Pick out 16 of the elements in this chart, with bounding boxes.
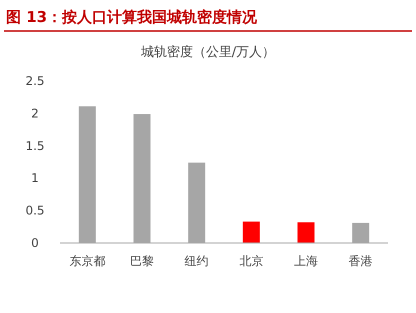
x-tick-label: 北京 bbox=[239, 254, 264, 268]
x-tick-label: 纽约 bbox=[184, 254, 209, 268]
x-tick-label: 香港 bbox=[348, 254, 373, 268]
y-tick-label: 1 bbox=[31, 171, 39, 186]
x-tick-label: 上海 bbox=[294, 254, 318, 268]
chart-subtitle: 城轨密度（公里/万人） bbox=[140, 44, 276, 60]
y-tick-label: 1.5 bbox=[25, 138, 45, 153]
bar bbox=[298, 222, 314, 243]
x-tick-label: 东京都 bbox=[69, 254, 106, 268]
chart-title: 图 13：按人口计算我国城轨密度情况 bbox=[6, 8, 258, 26]
y-tick-label: 2 bbox=[31, 106, 39, 120]
y-tick-label: 2.5 bbox=[25, 74, 45, 88]
y-tick-label: 0.5 bbox=[25, 204, 45, 218]
bar bbox=[242, 222, 260, 243]
x-tick-label: 巴黎 bbox=[130, 254, 154, 268]
y-tick-label: 0 bbox=[31, 236, 39, 250]
